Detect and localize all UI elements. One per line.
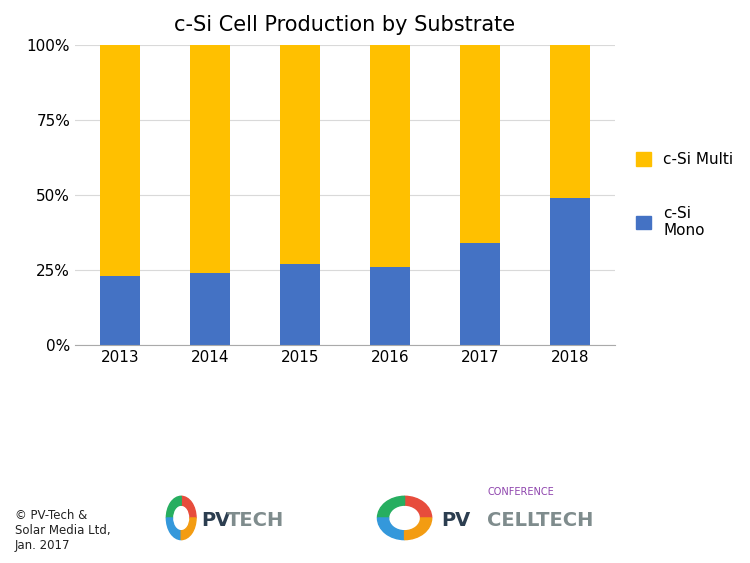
Text: PV: PV [202,511,231,530]
Wedge shape [377,518,404,539]
Bar [280,45,320,264]
Wedge shape [166,497,182,518]
Wedge shape [182,497,196,518]
Bar [280,264,320,345]
Bar [460,243,500,345]
Bar [370,45,410,267]
Text: TECH: TECH [226,511,284,530]
Wedge shape [404,518,432,539]
Bar [550,45,590,198]
Wedge shape [182,518,196,539]
Wedge shape [404,497,432,518]
Bar [370,267,410,345]
Bar [460,45,500,243]
Text: © PV-Tech &
Solar Media Ltd,
Jan. 2017: © PV-Tech & Solar Media Ltd, Jan. 2017 [15,509,111,552]
Legend: c-Si Multi, c-Si
Mono: c-Si Multi, c-Si Mono [628,145,741,245]
Bar [550,198,590,345]
Wedge shape [166,518,182,539]
Bar [100,45,140,276]
Wedge shape [377,497,404,518]
Text: CELLTECH: CELLTECH [488,511,593,530]
Text: CONFERENCE: CONFERENCE [488,488,554,497]
Text: PV: PV [442,511,471,530]
Bar [190,45,230,273]
Title: c-Si Cell Production by Substrate: c-Si Cell Production by Substrate [175,15,515,35]
Bar [190,273,230,345]
Bar [100,276,140,345]
